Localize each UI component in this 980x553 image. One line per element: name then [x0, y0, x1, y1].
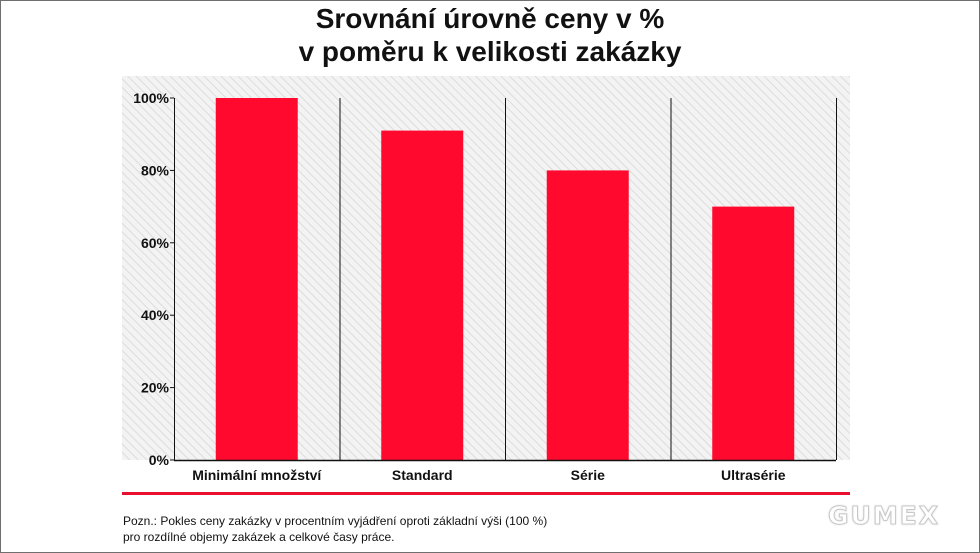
- accent-rule: [122, 492, 850, 495]
- footnote: Pozn.: Pokles ceny zakázky v procentním …: [123, 513, 547, 545]
- chart-title-line-1: Srovnání úrovně ceny v %: [315, 3, 665, 34]
- y-tick-label: 60%: [141, 235, 170, 251]
- gumex-logo: GUMEX: [827, 501, 941, 531]
- x-tick-label: Minimální množství: [192, 467, 322, 483]
- footnote-line-1: Pozn.: Pokles ceny zakázky v procentním …: [123, 514, 548, 528]
- footnote-line-2: pro rozdílné objemy zakázek a celkové ča…: [123, 530, 395, 544]
- y-tick-label: 100%: [133, 90, 169, 106]
- y-tick-label: 80%: [141, 162, 170, 178]
- x-tick-label: Série: [571, 467, 605, 483]
- y-tick-label: 0%: [149, 452, 170, 468]
- y-tick-label: 20%: [141, 380, 170, 396]
- bar-2: [381, 130, 464, 460]
- x-tick-label: Ultrasérie: [721, 467, 786, 483]
- bar-3: [546, 170, 629, 460]
- y-tick-label: 40%: [141, 307, 170, 323]
- bar-1: [215, 98, 298, 460]
- chart-title-line-2: v poměru k velikosti zakázky: [298, 36, 682, 67]
- x-tick-label: Standard: [392, 467, 453, 483]
- bar-4: [712, 206, 795, 460]
- chart-title: Srovnání úrovně ceny v % v poměru k veli…: [0, 2, 980, 68]
